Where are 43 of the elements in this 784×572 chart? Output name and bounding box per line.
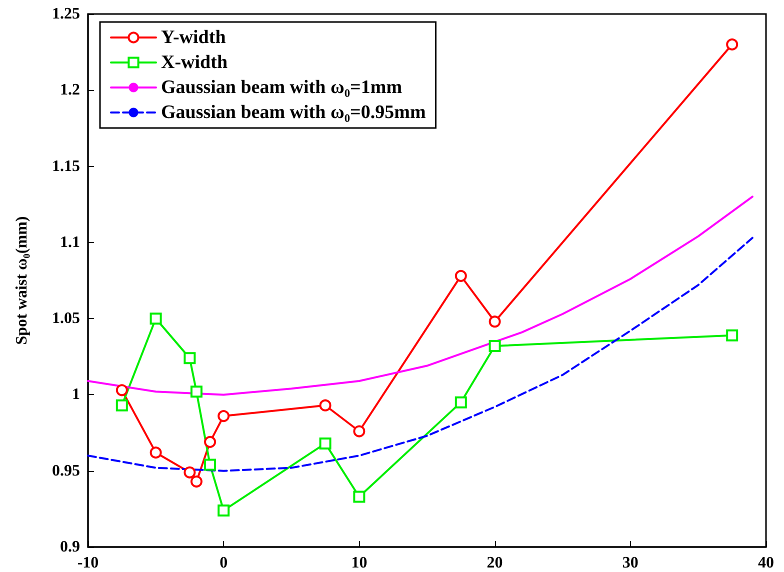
legend-label: Y-width: [161, 27, 226, 48]
y-tick-label: 1.2: [60, 82, 80, 99]
point: [116, 384, 128, 396]
y-tick-label: 1.25: [52, 6, 80, 22]
x-tick-label: 0: [220, 554, 228, 572]
y-tick-label: 0.95: [52, 462, 80, 480]
point: [726, 38, 738, 50]
line-series: [87, 196, 754, 396]
y-tick-label: 1: [72, 386, 80, 404]
point: [184, 466, 196, 478]
line-series: [87, 236, 754, 472]
y-axis-title: Spot waist ω₀(mm): [14, 216, 30, 345]
legend-label: Gaussian beam with ω₀=1mm: [161, 77, 402, 98]
point: [190, 476, 202, 488]
point: [353, 425, 366, 438]
x-tick-label: 10: [351, 554, 368, 572]
point: [726, 329, 738, 342]
x-tick-label: -10: [77, 554, 99, 572]
legend-label: Gaussian beam with ω₀=0.95mm: [161, 102, 426, 123]
point: [319, 437, 332, 450]
x-tick-label: 30: [622, 554, 638, 572]
point: [353, 490, 366, 503]
point: [204, 436, 216, 448]
y-tick-label: 1.05: [52, 310, 80, 328]
point: [454, 396, 467, 408]
point: [488, 340, 501, 352]
point: [488, 316, 501, 328]
y-tick-label: 1.15: [52, 158, 80, 175]
y-tick-label: 0.9: [60, 538, 80, 556]
y-tick-label: 1.1: [60, 234, 80, 251]
x-tick-label: 20: [486, 554, 503, 572]
point: [150, 446, 162, 459]
legend-label: X-width: [161, 52, 228, 73]
point: [116, 399, 128, 412]
point: [454, 270, 467, 282]
x-tick-label: 40: [758, 554, 774, 572]
point: [218, 504, 230, 516]
point: [150, 312, 162, 325]
point: [184, 352, 196, 364]
point: [319, 399, 332, 412]
point: [218, 410, 230, 422]
point: [204, 458, 216, 471]
point: [190, 386, 202, 398]
